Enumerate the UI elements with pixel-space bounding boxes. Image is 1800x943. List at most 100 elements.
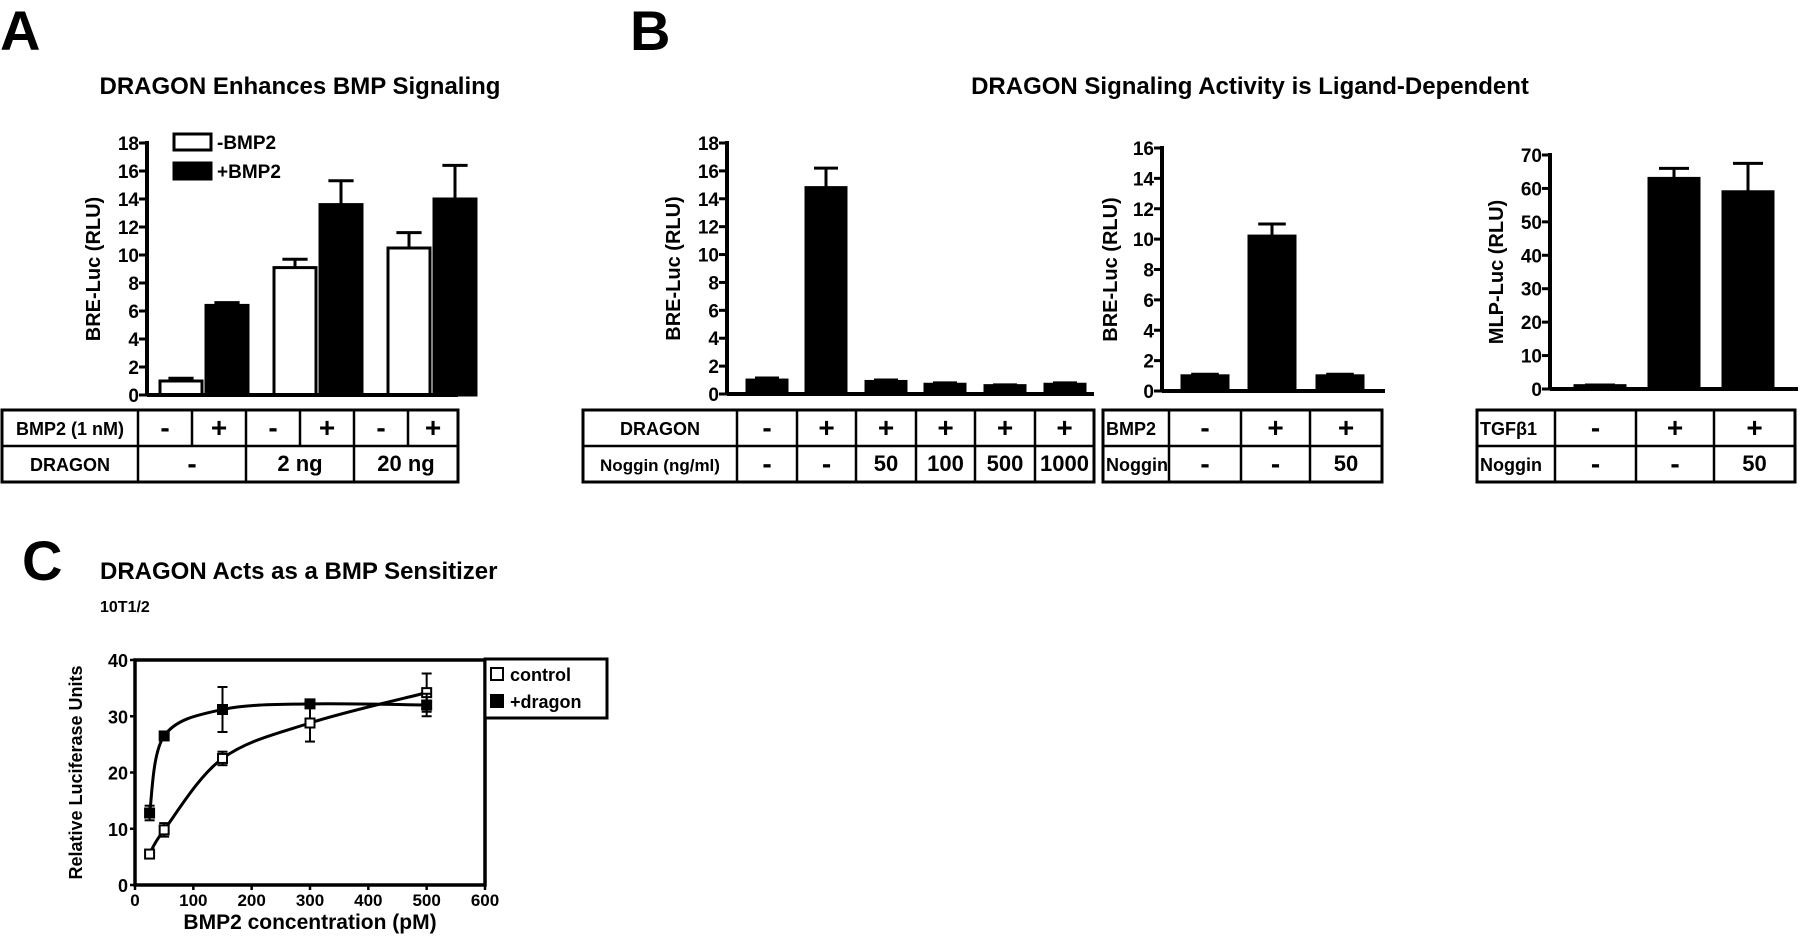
data-point — [217, 752, 228, 764]
table-row-label: DRAGON — [620, 419, 700, 439]
panel-label-c: C — [22, 529, 62, 592]
table-cell: 100 — [927, 451, 964, 476]
table-cell: + — [937, 412, 953, 443]
legend-swatch — [172, 161, 213, 181]
bar — [1647, 176, 1701, 391]
chart-title-b: DRAGON Signaling Activity is Ligand-Depe… — [971, 73, 1529, 100]
bar — [1315, 374, 1365, 393]
table-cell: + — [1746, 412, 1762, 443]
data-point — [144, 807, 156, 819]
bar — [1247, 234, 1297, 393]
y-axis-label: BRE-Luc (RLU) — [663, 196, 685, 340]
x-tick-label: 600 — [471, 891, 499, 910]
table-cell: + — [425, 412, 441, 443]
table-cell: + — [319, 412, 335, 443]
table-cell: - — [1591, 412, 1600, 443]
legend-label: control — [510, 665, 571, 685]
y-axis-label: BRE-Luc (RLU) — [83, 197, 105, 341]
y-tick-label: 18 — [118, 134, 139, 155]
y-tick-label: 16 — [1133, 139, 1154, 160]
panel-label-b: B — [630, 0, 670, 62]
table-cell: 500 — [987, 451, 1024, 476]
condition-table-b2: BMP2 - + + Noggin - - 50 — [1101, 408, 1384, 484]
y-tick-label: 18 — [698, 134, 719, 155]
bar — [272, 266, 318, 397]
x-tick-label: 100 — [179, 891, 207, 910]
y-tick-label: 30 — [108, 707, 128, 727]
data-point — [304, 717, 316, 729]
panel-label-a: A — [0, 0, 40, 62]
table-cell: - — [1200, 412, 1209, 443]
y-tick-label: 6 — [708, 301, 719, 322]
y-tick-label: 4 — [128, 330, 139, 351]
y-tick-label: 0 — [128, 386, 139, 407]
y-tick-label: 14 — [118, 190, 140, 211]
table-row-label: Noggin — [1106, 455, 1168, 475]
y-tick-label: 40 — [108, 651, 128, 671]
table-row-label: BMP2 (1 nM) — [16, 419, 124, 439]
y-axis-label: BRE-Luc (RLU) — [1100, 197, 1122, 341]
y-axis-label: Relative Luciferase Units — [66, 665, 86, 879]
data-point — [217, 704, 228, 715]
y-tick-label: 2 — [128, 358, 139, 379]
y-tick-label: 8 — [1143, 261, 1154, 282]
y-tick-label: 20 — [1521, 313, 1542, 334]
table-cell: - — [1271, 448, 1280, 479]
x-tick-label: 400 — [354, 891, 382, 910]
y-tick-label: 6 — [1143, 291, 1154, 312]
x-tick-label: 300 — [296, 891, 324, 910]
plot-frame — [133, 658, 487, 887]
y-tick-label: 0 — [118, 876, 128, 896]
legend-label: +dragon — [510, 692, 582, 712]
table-cell: + — [1056, 412, 1072, 443]
legend-swatch — [172, 132, 213, 152]
y-tick-label: 70 — [1521, 146, 1542, 167]
table-cell: + — [818, 412, 834, 443]
legend-marker — [490, 694, 504, 708]
data-point — [421, 699, 433, 711]
table-cell: - — [187, 448, 196, 479]
table-cell: + — [997, 412, 1013, 443]
y-tick-label: 8 — [128, 274, 139, 295]
table-cell: - — [1591, 448, 1600, 479]
y-tick-label: 30 — [1521, 280, 1542, 301]
y-tick-label: 50 — [1521, 213, 1542, 234]
chart-title-a: DRAGON Enhances BMP Signaling — [100, 73, 501, 100]
y-tick-label: 16 — [118, 162, 139, 183]
table-cell: - — [268, 412, 277, 443]
chart-title-c: DRAGON Acts as a BMP Sensitizer — [100, 558, 497, 585]
y-tick-label: 20 — [108, 764, 128, 784]
bar — [1180, 374, 1230, 393]
series-line-dragon — [148, 702, 427, 814]
bar — [804, 186, 848, 396]
table-row-label: DRAGON — [30, 455, 110, 475]
y-tick-label: 10 — [118, 246, 139, 267]
y-tick-label: 14 — [1133, 169, 1155, 190]
data-point — [304, 698, 316, 710]
table-cell: - — [376, 412, 385, 443]
y-tick-label: 4 — [1143, 321, 1154, 342]
y-tick-label: 6 — [128, 302, 139, 323]
condition-table-b3: TGFβ1 - + + Noggin - - 50 — [1475, 408, 1797, 484]
y-tick-label: 40 — [1521, 246, 1542, 267]
x-axis-label: BMP2 concentration (pM) — [183, 911, 436, 934]
table-cell: - — [1670, 448, 1679, 479]
y-tick-label: 0 — [1143, 382, 1154, 403]
y-tick-label: 14 — [698, 190, 720, 211]
condition-table-a: BMP2 (1 nM) - + - + - +DRAGON -2 ng 20 ng — [0, 408, 460, 484]
y-tick-label: 10 — [698, 246, 719, 267]
y-tick-label: 4 — [708, 329, 719, 350]
y-tick-label: 16 — [698, 162, 719, 183]
y-axis-label: MLP-Luc (RLU) — [1486, 200, 1508, 344]
table-cell: + — [1667, 412, 1683, 443]
x-tick-label: 500 — [412, 891, 440, 910]
bar — [745, 378, 789, 396]
table-cell: 50 — [874, 451, 898, 476]
chart-subtitle-c: 10T1/2 — [100, 599, 150, 616]
y-tick-label: 12 — [118, 218, 139, 239]
y-tick-label: 2 — [708, 357, 719, 378]
bar — [432, 197, 478, 397]
table-cell: 50 — [1742, 451, 1766, 476]
bar — [158, 379, 204, 397]
legend-marker — [490, 667, 504, 681]
